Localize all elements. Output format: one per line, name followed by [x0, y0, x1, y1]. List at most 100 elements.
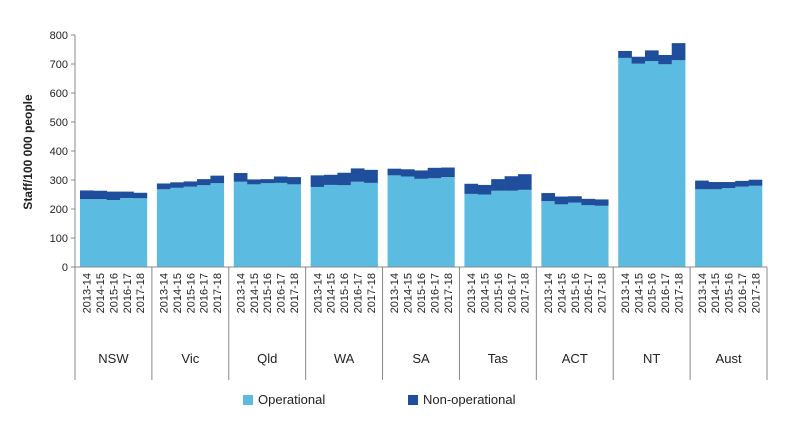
- x-tick-label-year: 2013-14: [697, 273, 709, 313]
- legend: Operational Non-operational: [0, 392, 810, 412]
- y-tick-label: 800: [50, 30, 68, 42]
- x-tick-label-year: 2014-15: [172, 273, 184, 313]
- bar-operational-tas-2013-14: [464, 193, 479, 267]
- bar-operational-wa-2016-17: [350, 181, 365, 267]
- x-tick-label-year: 2016-17: [122, 273, 134, 313]
- bar-non-operational-nt-2017-18: [671, 43, 686, 61]
- x-tick-label-year: 2014-15: [633, 273, 645, 313]
- bar-non-operational-aust-2016-17: [735, 180, 749, 187]
- bar-non-operational-aust-2013-14: [695, 180, 709, 190]
- y-axis: 0 100 200 300 400 500 600 700 800: [50, 30, 76, 274]
- bar-non-operational-wa-2013-14: [310, 175, 325, 187]
- bar-non-operational-tas-2017-18: [517, 174, 532, 190]
- x-tick-label-year: 2017-18: [135, 273, 147, 313]
- bar-non-operational-act-2017-18: [594, 199, 609, 206]
- x-tick-label-year: 2013-14: [620, 273, 632, 313]
- bar-non-operational-vic-2014-15: [170, 182, 184, 188]
- bar-non-operational-nsw-2014-15: [93, 190, 108, 200]
- x-tick-label-year: 2015-16: [416, 273, 428, 313]
- bar-non-operational-vic-2016-17: [197, 179, 211, 186]
- bar-operational-qld-2013-14: [233, 181, 248, 267]
- bar-operational-act-2014-15: [554, 204, 569, 267]
- x-tick-label-year: 2014-15: [556, 273, 568, 313]
- bar-operational-aust-2013-14: [695, 189, 709, 267]
- bar-non-operational-nt-2014-15: [631, 56, 646, 64]
- x-tick-label-year: 2016-17: [199, 273, 211, 313]
- y-tick-label: 400: [50, 146, 68, 158]
- bar-operational-nsw-2014-15: [93, 199, 108, 267]
- x-tick-label-year: 2016-17: [429, 273, 441, 313]
- x-tick-label-year: 2013-14: [159, 273, 171, 313]
- bar-operational-vic-2017-18: [210, 183, 225, 267]
- x-tick-label-year: 2015-16: [724, 273, 736, 313]
- bar-non-operational-qld-2015-16: [260, 179, 275, 184]
- bar-non-operational-nsw-2016-17: [120, 191, 134, 198]
- x-tick-label-year: 2016-17: [352, 273, 364, 313]
- bar-operational-sa-2015-16: [414, 178, 428, 267]
- bar-operational-nsw-2013-14: [80, 199, 94, 267]
- bar-non-operational-qld-2014-15: [247, 179, 261, 185]
- bar-non-operational-tas-2015-16: [491, 179, 505, 191]
- bar-non-operational-nsw-2013-14: [80, 190, 94, 200]
- x-axis: 2013-14 2014-15 2015-16 2016-17 2017-18NSW20…: [74, 266, 768, 380]
- bar-non-operational-nsw-2017-18: [133, 192, 148, 199]
- bar-non-operational-vic-2015-16: [183, 181, 198, 187]
- bar-non-operational-nsw-2015-16: [106, 191, 121, 201]
- x-tick-label-year: 2017-18: [673, 273, 685, 313]
- bar-operational-qld-2014-15: [247, 184, 261, 267]
- bar-operational-vic-2015-16: [183, 186, 198, 267]
- legend-item-non-operational: Non-operational: [408, 392, 516, 407]
- bar-operational-aust-2015-16: [721, 188, 736, 267]
- x-tick-label-year: 2016-17: [276, 273, 288, 313]
- x-tick-label-year: 2015-16: [108, 273, 120, 313]
- legend-label-non-operational: Non-operational: [423, 392, 516, 407]
- bar-non-operational-qld-2013-14: [233, 173, 248, 182]
- bar-operational-wa-2013-14: [310, 186, 325, 267]
- bar-operational-qld-2017-18: [287, 184, 301, 267]
- bar-operational-wa-2017-18: [364, 182, 378, 267]
- x-tick-label-year: 2013-14: [466, 273, 478, 313]
- legend-swatch-operational: [243, 394, 253, 405]
- bar-operational-sa-2017-18: [441, 177, 455, 267]
- bar-non-operational-sa-2015-16: [414, 170, 428, 179]
- x-tick-label-year: 2016-17: [660, 273, 672, 313]
- bar-operational-vic-2014-15: [170, 187, 184, 267]
- x-tick-label-year: 2017-18: [289, 273, 301, 313]
- bar-non-operational-nt-2015-16: [644, 50, 659, 62]
- x-tick-label-year: 2016-17: [583, 273, 595, 313]
- x-tick-label-year: 2017-18: [366, 273, 378, 313]
- bar-operational-wa-2014-15: [324, 184, 338, 267]
- bar-non-operational-wa-2014-15: [324, 174, 338, 185]
- y-tick-label: 300: [50, 175, 68, 187]
- x-tick-label-year: 2017-18: [443, 273, 455, 313]
- group-label-nt: NT: [643, 351, 660, 366]
- bar-non-operational-nt-2013-14: [618, 50, 632, 58]
- bar-operational-tas-2016-17: [504, 190, 519, 267]
- x-tick-label-year: 2014-15: [249, 273, 261, 313]
- x-tick-label-year: 2017-18: [750, 273, 762, 313]
- x-tick-label-year: 2017-18: [520, 273, 532, 313]
- bar-non-operational-tas-2013-14: [464, 183, 479, 194]
- bar-operational-aust-2016-17: [735, 186, 749, 267]
- x-tick-label-year: 2013-14: [82, 273, 94, 313]
- x-tick-label-year: 2016-17: [506, 273, 518, 313]
- bar-non-operational-sa-2017-18: [441, 167, 455, 178]
- x-tick-label-year: 2015-16: [493, 273, 505, 313]
- bar-operational-nt-2017-18: [671, 60, 686, 268]
- group-label-vic: Vic: [181, 351, 199, 366]
- x-tick-label-year: 2013-14: [543, 273, 555, 313]
- x-tick-label-year: 2015-16: [185, 273, 197, 313]
- bar-operational-nsw-2015-16: [106, 200, 121, 267]
- y-tick-label: 0: [62, 262, 68, 274]
- x-tick-label-year: 2015-16: [647, 273, 659, 313]
- bar-non-operational-qld-2016-17: [273, 176, 288, 183]
- x-tick-label-year: 2015-16: [262, 273, 274, 313]
- bar-operational-aust-2017-18: [748, 185, 763, 267]
- bar-non-operational-tas-2016-17: [504, 176, 519, 191]
- x-tick-label-year: 2014-15: [95, 273, 107, 313]
- bar-non-operational-sa-2013-14: [387, 168, 402, 176]
- x-tick-label-year: 2016-17: [737, 273, 749, 313]
- bar-non-operational-aust-2014-15: [708, 182, 723, 190]
- bars: [80, 43, 763, 268]
